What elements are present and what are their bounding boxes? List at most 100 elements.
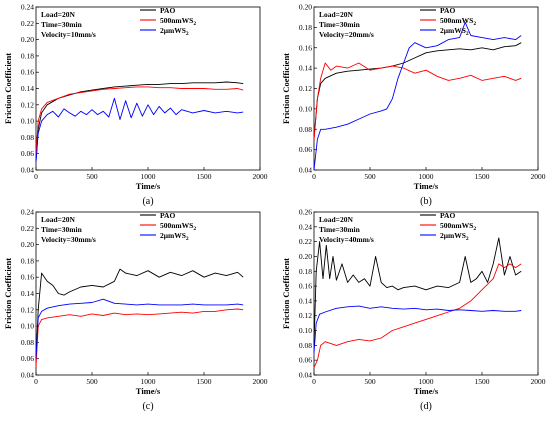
condition-annotation: Load=20N (41, 10, 75, 19)
series-line-1 (35, 268, 244, 359)
y-axis-label: Friction Coefficient (3, 53, 13, 124)
condition-annotation: Velocity=10mm/s (41, 30, 96, 39)
x-tick-label: 2000 (531, 377, 546, 386)
y-tick-label: 0.12 (299, 311, 312, 320)
legend-label: 2μmWS2 (440, 26, 469, 37)
y-tick-label: 0.06 (299, 145, 312, 154)
panel-label: (b) (420, 196, 432, 207)
y-tick-label: 0.10 (21, 322, 34, 331)
y-tick-label: 0.20 (299, 3, 312, 12)
series-line-2 (35, 86, 244, 154)
legend-label: 500nmWS2 (440, 221, 476, 232)
x-tick-label: 500 (364, 377, 376, 386)
y-tick-label: 0.12 (299, 84, 312, 93)
y-tick-label: 0.08 (299, 125, 312, 134)
x-tick-label: 1000 (419, 377, 434, 386)
y-tick-label: 0.04 (299, 371, 312, 380)
legend-label: 500nmWS2 (440, 16, 476, 27)
x-tick-label: 1500 (475, 172, 490, 181)
series-line-3 (35, 298, 244, 359)
x-tick-label: 0 (34, 377, 38, 386)
chart-panel-1: 0 500 1000 1500 2000 0.04 0.06 0.08 0.10 0.12 0.14… (3, 3, 268, 208)
y-tick-label: 0.24 (21, 208, 34, 217)
legend-label: PAO (440, 211, 455, 220)
y-tick-label: 0.26 (299, 208, 312, 217)
x-tick-label: 1000 (141, 172, 156, 181)
y-tick-label: 0.18 (21, 51, 34, 60)
y-tick-label: 0.22 (21, 19, 34, 28)
condition-annotation: Load=20N (319, 215, 353, 224)
x-tick-label: 500 (86, 377, 98, 386)
legend-label: 500nmWS2 (160, 16, 196, 27)
condition-annotation: Time=30min (319, 20, 361, 29)
y-tick-label: 0.16 (299, 43, 312, 52)
y-tick-label: 0.14 (299, 296, 312, 305)
y-tick-label: 0.16 (299, 282, 312, 291)
condition-annotation: Time=30min (319, 225, 361, 234)
y-tick-label: 0.16 (21, 68, 34, 77)
series-line-2 (313, 62, 522, 140)
legend-label: 2μmWS2 (160, 231, 189, 242)
condition-annotation: Velocity=30mm/s (41, 235, 96, 244)
y-tick-label: 0.22 (299, 237, 312, 246)
condition-annotation: Time=30min (41, 225, 83, 234)
series-line-3 (313, 21, 522, 171)
x-tick-label: 2000 (253, 172, 268, 181)
y-tick-label: 0.22 (21, 224, 34, 233)
condition-annotation: Load=20N (319, 10, 353, 19)
legend-label: 500nmWS2 (160, 221, 196, 232)
condition-annotation: Velocity=20mm/s (319, 30, 374, 39)
y-tick-label: 0.20 (21, 35, 34, 44)
y-tick-label: 0.06 (299, 356, 312, 365)
panel-label: (a) (142, 196, 153, 207)
y-tick-label: 0.12 (21, 100, 34, 109)
chart-panel-3: 0 500 1000 1500 2000 0.04 0.06 0.08 0.10 0.12 0.14… (3, 208, 268, 413)
y-tick-label: 0.04 (299, 166, 312, 175)
legend-label: PAO (160, 211, 175, 220)
y-tick-label: 0.12 (21, 305, 34, 314)
y-tick-label: 0.08 (21, 338, 34, 347)
y-tick-label: 0.20 (299, 252, 312, 261)
x-tick-label: 1000 (419, 172, 434, 181)
series-line-2 (313, 263, 522, 368)
y-tick-label: 0.18 (299, 23, 312, 32)
y-axis-label: Friction Coefficient (281, 53, 291, 124)
y-tick-label: 0.08 (21, 133, 34, 142)
condition-annotation: Load=20N (41, 215, 75, 224)
y-tick-label: 0.18 (21, 256, 34, 265)
y-tick-label: 0.14 (21, 289, 34, 298)
y-tick-label: 0.16 (21, 273, 34, 282)
x-tick-label: 0 (312, 377, 316, 386)
chart-panel-2: 0 500 1000 1500 2000 0.04 0.06 0.08 0.10 0.12 0.14… (281, 3, 546, 208)
x-tick-label: 1500 (197, 377, 212, 386)
y-axis-label: Friction Coefficient (281, 258, 291, 329)
y-tick-label: 0.18 (299, 267, 312, 276)
y-tick-label: 0.10 (21, 117, 34, 126)
y-tick-label: 0.06 (21, 149, 34, 158)
series-line-3 (313, 305, 522, 353)
x-axis-label: Time/s (136, 386, 161, 396)
y-tick-label: 0.04 (21, 166, 34, 175)
x-axis-label: Time/s (414, 386, 439, 396)
legend-label: PAO (440, 6, 455, 15)
y-tick-label: 0.14 (299, 64, 312, 73)
legend-label: PAO (160, 6, 175, 15)
series-line-2 (35, 308, 244, 367)
y-tick-label: 0.20 (21, 240, 34, 249)
x-tick-label: 0 (34, 172, 38, 181)
legend-label: 2μmWS2 (160, 26, 189, 37)
panel-label: (d) (420, 401, 432, 412)
x-tick-label: 1500 (197, 172, 212, 181)
y-axis-label: Friction Coefficient (3, 258, 13, 329)
panel-label: (c) (142, 401, 153, 412)
y-tick-label: 0.08 (299, 341, 312, 350)
condition-annotation: Velocity=40mm/s (319, 235, 374, 244)
condition-annotation: Time=30min (41, 20, 83, 29)
y-tick-label: 0.04 (21, 371, 34, 380)
y-tick-label: 0.10 (299, 104, 312, 113)
x-tick-label: 500 (364, 172, 376, 181)
x-tick-label: 500 (86, 172, 98, 181)
legend-label: 2μmWS2 (440, 231, 469, 242)
series-line-1 (35, 81, 244, 162)
